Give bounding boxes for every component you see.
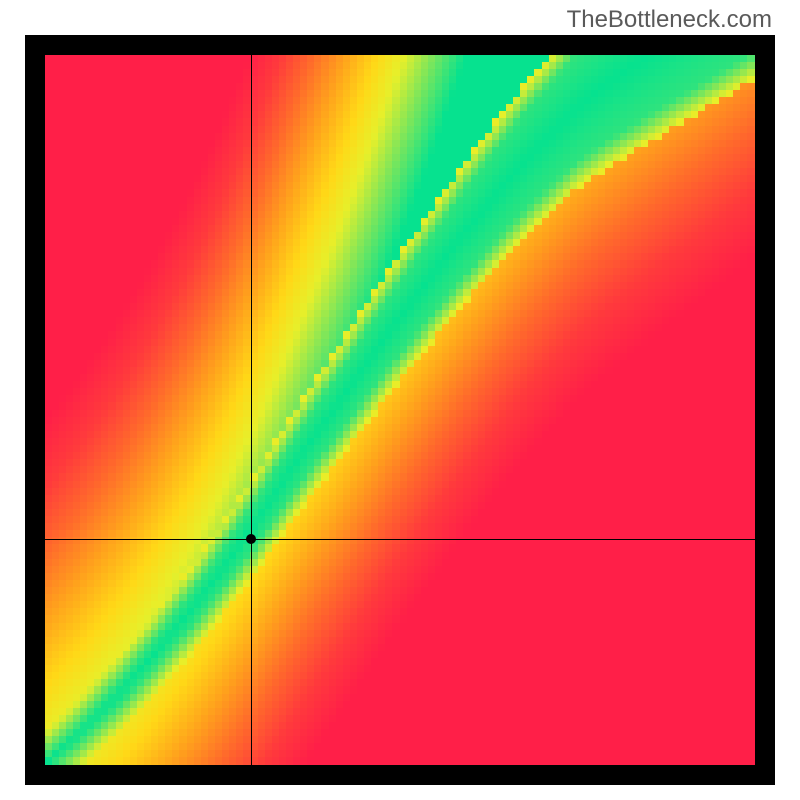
watermark-text: TheBottleneck.com [567,6,772,34]
crosshair-vertical [251,55,252,765]
chart-frame [25,35,775,785]
heatmap-plot [45,55,755,765]
crosshair-horizontal [45,539,755,540]
page-root: TheBottleneck.com [0,0,800,800]
heatmap-canvas [45,55,755,765]
crosshair-marker [246,534,256,544]
